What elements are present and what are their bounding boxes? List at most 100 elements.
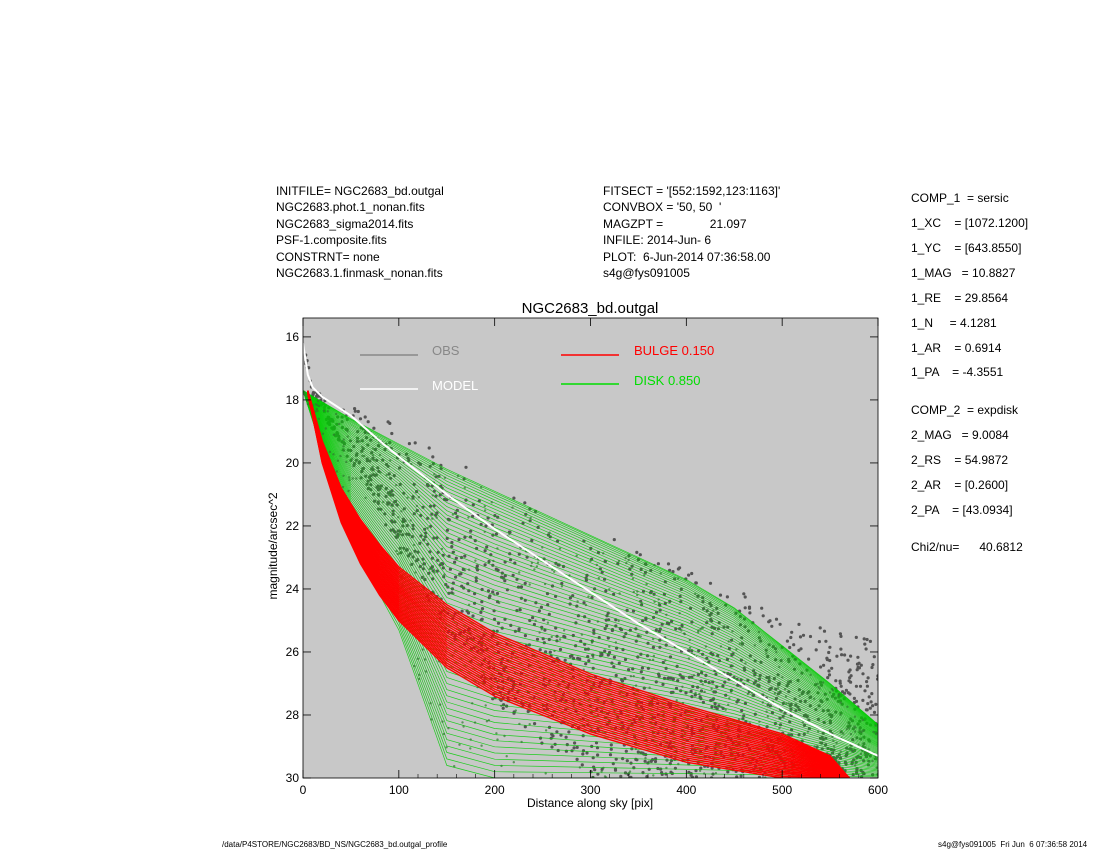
disk-point bbox=[787, 702, 790, 705]
disk-point bbox=[431, 517, 434, 520]
x-tick-label: 600 bbox=[868, 783, 888, 797]
disk-point bbox=[786, 680, 790, 683]
obs-point bbox=[639, 670, 643, 674]
obs-point bbox=[839, 684, 843, 688]
disk-point bbox=[568, 574, 571, 577]
obs-point bbox=[391, 512, 395, 517]
header-mid-line: PLOT: 6-Jun-2014 07:36:58.00 bbox=[603, 249, 771, 264]
disk-point bbox=[592, 776, 595, 778]
obs-point bbox=[761, 614, 765, 618]
disk-point bbox=[473, 721, 477, 724]
y-tick-label: 22 bbox=[286, 519, 300, 533]
component-param: 1_PA = -4.3551 bbox=[911, 365, 1004, 379]
obs-point bbox=[614, 673, 618, 678]
obs-point bbox=[839, 647, 843, 651]
disk-point bbox=[451, 513, 455, 516]
obs-point bbox=[710, 705, 714, 709]
disk-point bbox=[587, 595, 590, 598]
disk-point bbox=[372, 458, 376, 462]
obs-point bbox=[483, 563, 487, 567]
obs-point bbox=[427, 446, 431, 450]
disk-point bbox=[518, 607, 521, 611]
x-tick-label: 500 bbox=[772, 783, 792, 797]
disk-point bbox=[632, 675, 635, 678]
component-param: 2_AR = [0.2600] bbox=[911, 478, 1009, 492]
disk-point bbox=[416, 657, 420, 660]
obs-point bbox=[847, 679, 851, 683]
disk-point bbox=[627, 558, 630, 562]
disk-point bbox=[697, 629, 700, 632]
disk-point bbox=[632, 590, 635, 594]
disk-point bbox=[426, 526, 429, 530]
component-param: Chi2/nu= 40.6812 bbox=[911, 540, 1023, 554]
obs-point bbox=[564, 735, 568, 739]
disk-curve bbox=[303, 390, 878, 737]
disk-point bbox=[317, 417, 321, 420]
disk-point bbox=[703, 690, 706, 694]
disk-point bbox=[798, 694, 801, 698]
disk-point bbox=[617, 559, 621, 563]
obs-point bbox=[511, 573, 515, 578]
disk-point bbox=[853, 715, 857, 718]
obs-point bbox=[856, 655, 860, 659]
disk-point bbox=[703, 772, 706, 775]
obs-point bbox=[421, 505, 425, 509]
obs-point bbox=[708, 581, 713, 585]
disk-point bbox=[389, 459, 392, 462]
disk-point bbox=[395, 549, 398, 553]
obs-point bbox=[819, 665, 823, 669]
disk-point bbox=[443, 573, 446, 576]
disk-point bbox=[562, 629, 566, 632]
footer-path: /data/P4STORE/NGC2683/BD_NS/NGC2683_bd.o… bbox=[222, 840, 448, 849]
obs-point bbox=[743, 606, 747, 610]
disk-point bbox=[347, 476, 351, 479]
obs-point bbox=[855, 662, 860, 666]
obs-point bbox=[649, 759, 653, 764]
obs-point bbox=[581, 749, 586, 753]
disk-point bbox=[378, 453, 382, 457]
disk-point bbox=[431, 494, 434, 497]
obs-point bbox=[531, 616, 535, 620]
disk-point bbox=[355, 477, 358, 480]
disk-point bbox=[544, 729, 548, 732]
obs-point bbox=[785, 639, 790, 643]
disk-point bbox=[576, 600, 579, 603]
obs-point bbox=[523, 634, 528, 638]
disk-point bbox=[867, 748, 870, 751]
disk-point bbox=[487, 561, 491, 564]
disk-point bbox=[324, 427, 327, 430]
obs-point bbox=[419, 534, 423, 538]
disk-curve bbox=[303, 390, 878, 742]
disk-curve bbox=[303, 390, 878, 758]
disk-point bbox=[639, 751, 642, 754]
disk-point bbox=[413, 664, 416, 668]
disk-point bbox=[851, 737, 854, 741]
obs-point bbox=[771, 645, 775, 649]
disk-point bbox=[443, 476, 447, 479]
disk-point bbox=[631, 577, 635, 580]
obs-point bbox=[666, 676, 670, 681]
disk-point bbox=[391, 504, 394, 508]
y-tick-label: 16 bbox=[286, 330, 300, 344]
x-tick-label: 100 bbox=[389, 783, 409, 797]
obs-point bbox=[512, 711, 516, 715]
obs-point bbox=[422, 538, 426, 542]
obs-point bbox=[865, 684, 870, 688]
obs-point bbox=[580, 763, 584, 767]
disk-point bbox=[776, 687, 780, 690]
disk-point bbox=[483, 530, 486, 533]
obs-point bbox=[636, 634, 640, 638]
disk-point bbox=[550, 635, 553, 639]
obs-point bbox=[556, 748, 560, 753]
disk-point bbox=[602, 552, 605, 555]
obs-point bbox=[608, 753, 613, 757]
obs-point bbox=[592, 628, 596, 633]
disk-point bbox=[604, 776, 608, 778]
disk-point bbox=[700, 670, 703, 673]
disk-point bbox=[334, 412, 338, 416]
obs-point bbox=[582, 601, 586, 605]
obs-point bbox=[390, 431, 394, 436]
disk-point bbox=[487, 719, 491, 722]
disk-point bbox=[317, 404, 321, 408]
